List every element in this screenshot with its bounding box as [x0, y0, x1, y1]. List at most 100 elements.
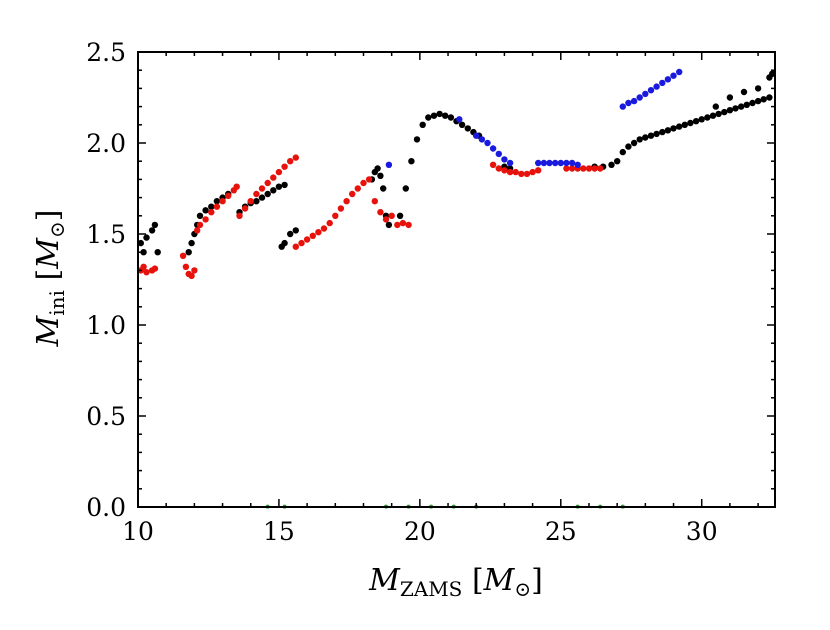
y-tick-label: 0.0: [86, 493, 126, 522]
point-red-54: [506, 168, 514, 176]
point-blue-27: [676, 68, 683, 76]
point-red-8: [188, 272, 195, 280]
point-blue-8: [506, 159, 514, 167]
point-black-80: [749, 99, 756, 107]
point-red-38: [337, 205, 345, 212]
point-black-7: [188, 239, 195, 247]
point-black-79: [743, 101, 750, 109]
point-red-15: [219, 198, 226, 205]
point-red-65: [591, 165, 598, 172]
point-black-76: [726, 107, 734, 114]
axis-ticks: 10 15 20 25 30 0.0 0.5 1.0 1.5 2.0 2.5: [86, 38, 775, 546]
point-black-72: [704, 114, 711, 121]
point-red-25: [270, 174, 277, 181]
point-red-41: [354, 185, 361, 192]
point-red-58: [529, 168, 536, 176]
point-black-33: [380, 185, 387, 192]
point-blue-3: [478, 136, 486, 143]
point-black-24: [281, 181, 288, 189]
y-tick-label: 2.5: [86, 38, 126, 67]
point-black-1: [140, 249, 147, 256]
point-black-69: [687, 119, 694, 127]
point-red-24: [264, 179, 271, 187]
point-red-21: [247, 198, 254, 205]
point-blue-16: [574, 161, 581, 168]
point-red-6: [182, 263, 190, 270]
series-blue: [385, 68, 683, 168]
point-black-21: [264, 190, 271, 198]
point-black-22: [270, 187, 277, 194]
point-red-14: [213, 203, 221, 210]
point-red-57: [523, 170, 531, 178]
point-red-12: [202, 216, 209, 223]
point-black-31: [374, 165, 381, 172]
point-black-47: [458, 121, 466, 128]
point-black-12: [208, 203, 215, 210]
point-blue-22: [647, 87, 655, 94]
point-red-36: [326, 219, 333, 227]
point-black-6: [185, 249, 192, 256]
point-red-45: [377, 209, 384, 216]
point-black-36: [396, 212, 404, 219]
point-blue-4: [484, 139, 491, 147]
point-black-70: [692, 118, 700, 125]
point-blue-6: [495, 150, 502, 158]
point-red-37: [332, 212, 339, 219]
point-blue-23: [653, 83, 660, 90]
point-blue-10: [540, 159, 548, 167]
point-red-22: [253, 190, 260, 198]
point-black-86: [740, 88, 748, 96]
point-red-9: [191, 267, 198, 274]
y-tick-label: 1.5: [86, 220, 126, 249]
point-black-84: [712, 103, 719, 110]
point-black-83: [766, 94, 773, 101]
point-red-30: [292, 243, 299, 250]
point-black-66: [670, 125, 677, 132]
point-red-20: [241, 205, 249, 212]
point-red-31: [298, 239, 305, 247]
point-blue-0: [385, 161, 393, 168]
point-red-59: [535, 167, 542, 174]
point-black-82: [760, 96, 767, 103]
point-red-66: [597, 165, 604, 172]
point-black-40: [419, 121, 426, 128]
point-blue-21: [642, 90, 649, 98]
point-black-26: [281, 239, 288, 247]
point-black-55: [608, 161, 615, 168]
point-red-48: [394, 221, 401, 229]
point-blue-13: [557, 159, 564, 167]
point-red-50: [405, 221, 412, 229]
point-black-74: [715, 110, 722, 118]
point-black-77: [732, 105, 739, 112]
point-black-37: [402, 185, 409, 192]
x-tick-label: 25: [545, 517, 577, 546]
series-red: [137, 154, 604, 280]
point-red-10: [194, 227, 201, 234]
point-black-85: [726, 94, 734, 101]
plot-frame: [137, 51, 776, 508]
point-red-56: [518, 170, 525, 178]
point-blue-17: [619, 103, 626, 110]
point-black-3: [148, 227, 156, 234]
point-black-11: [202, 207, 209, 214]
point-blue-26: [670, 72, 677, 79]
point-red-4: [151, 265, 159, 272]
point-red-19: [236, 212, 243, 219]
x-tick-label: 10: [122, 517, 154, 546]
point-red-60: [563, 165, 570, 172]
point-red-11: [196, 221, 204, 229]
point-black-65: [664, 127, 672, 134]
point-black-68: [681, 121, 688, 128]
point-black-64: [659, 128, 666, 136]
point-black-59: [630, 139, 638, 147]
point-blue-1: [456, 116, 463, 123]
x-tick-label: 30: [686, 517, 718, 546]
point-red-16: [225, 192, 232, 199]
point-red-35: [320, 225, 328, 232]
point-black-0: [137, 239, 144, 247]
series-black: [137, 70, 776, 256]
point-black-87: [754, 85, 762, 92]
point-blue-9: [535, 159, 542, 167]
point-black-28: [292, 227, 299, 234]
